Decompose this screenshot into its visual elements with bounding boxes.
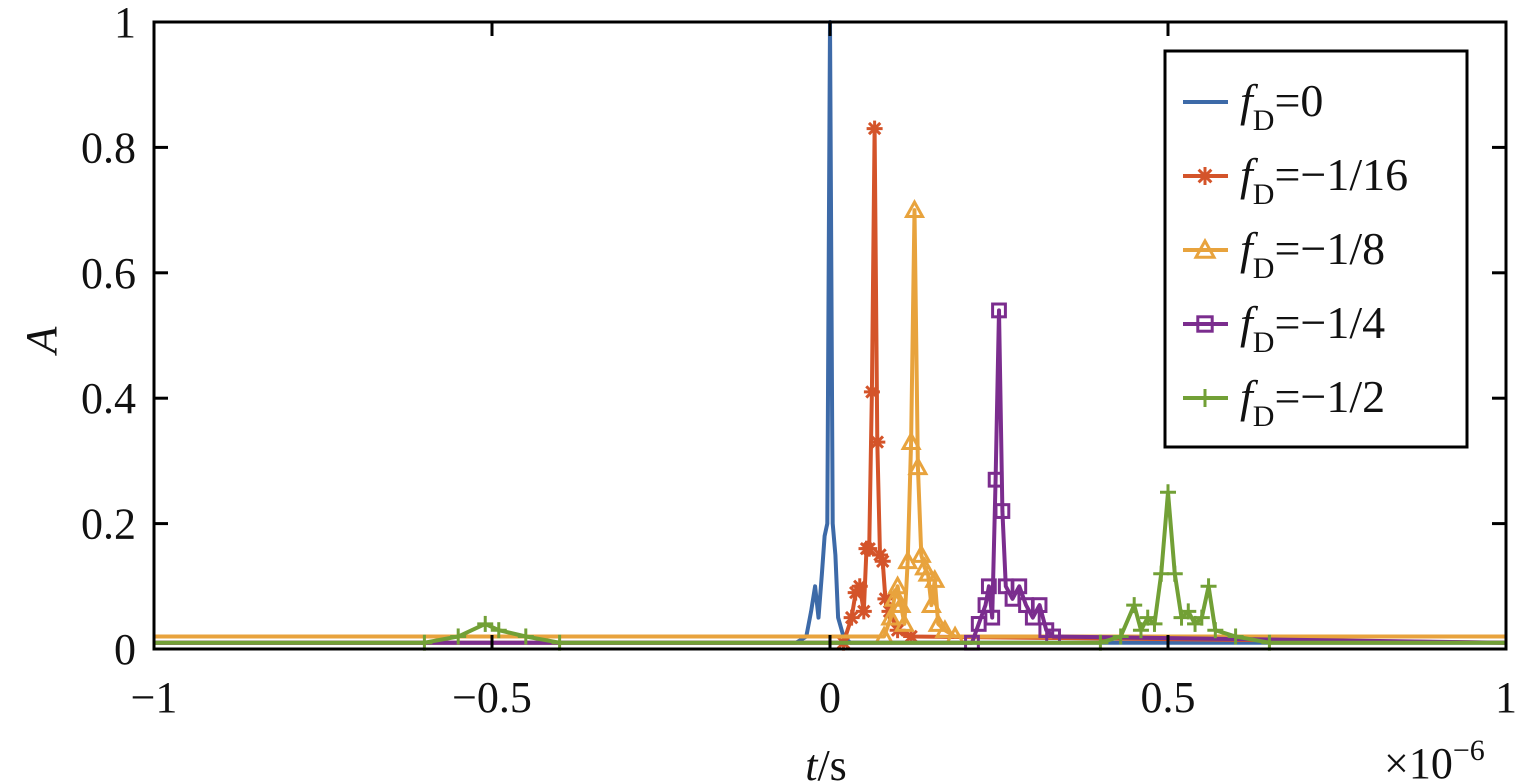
- data-point: [866, 120, 883, 137]
- data-point: [900, 431, 922, 450]
- data-point: [450, 628, 467, 645]
- x-tick-label: 0: [819, 673, 841, 722]
- x-multiplier: ×10−6: [1384, 734, 1485, 782]
- legend-marker: [1196, 315, 1214, 333]
- series-line: [154, 490, 1506, 645]
- data-point: [1207, 622, 1224, 639]
- series-3: [154, 199, 1506, 645]
- data-point: [1146, 615, 1163, 632]
- x-axis-label-var: t: [805, 741, 819, 782]
- legend-entry: fD=−1/8: [1183, 223, 1385, 285]
- legend-label: fD=−1/2: [1240, 371, 1385, 433]
- data-point: [984, 609, 1001, 626]
- data-point: [893, 612, 915, 632]
- data-point: [1180, 603, 1197, 620]
- legend-marker: [1196, 167, 1214, 185]
- data-point: [880, 606, 902, 626]
- x-multiplier-exp: −6: [1453, 734, 1485, 767]
- data-point: [897, 550, 919, 570]
- data-point: [907, 456, 929, 476]
- data-point: [874, 553, 891, 570]
- y-tick-label: 0.6: [81, 249, 136, 298]
- data-point: [1011, 578, 1028, 595]
- legend-marker: [1193, 237, 1217, 259]
- data-point: [1227, 628, 1244, 645]
- data-point: [887, 575, 909, 595]
- data-point: [890, 594, 912, 614]
- data-point: [917, 562, 939, 582]
- x-axis-label-unit: /s: [817, 741, 846, 782]
- legend-label: fD=−1/8: [1240, 223, 1385, 285]
- data-point: [910, 543, 932, 563]
- data-point: [924, 568, 946, 588]
- legend-entry: fD=−1/4: [1183, 297, 1385, 359]
- data-point: [1153, 565, 1170, 582]
- x-tick-label: −0.5: [452, 673, 532, 722]
- x-tick-label: 0.5: [1141, 673, 1196, 722]
- data-point: [1112, 628, 1129, 645]
- data-point: [1031, 597, 1048, 614]
- data-point: [987, 471, 1004, 488]
- series-line: [154, 308, 1507, 645]
- legend-label: fD=−1/4: [1240, 297, 1385, 359]
- data-point: [855, 603, 872, 620]
- data-point: [1126, 597, 1143, 614]
- data-point: [477, 615, 494, 632]
- data-point: [903, 199, 926, 218]
- series-4: [154, 302, 1507, 651]
- data-point: [517, 628, 534, 645]
- legend-entry: fD=−1/2: [1183, 371, 1385, 433]
- data-point: [1132, 622, 1149, 639]
- y-tick-label: 1: [114, 0, 136, 47]
- y-axis-label: A: [17, 325, 66, 356]
- y-tick-label: 0.2: [81, 500, 136, 549]
- series-line: [154, 20, 1506, 645]
- legend-marker: [1196, 389, 1214, 407]
- data-point: [934, 619, 956, 639]
- y-tick-label: 0.4: [81, 374, 136, 423]
- data-point: [843, 609, 860, 626]
- data-point: [1200, 578, 1217, 595]
- ticks-layer: −1 −0.5 0 0.5 1 0 0.2 0.4 0.6 0.8 1: [81, 0, 1517, 722]
- data-point: [994, 503, 1011, 519]
- data-point: [863, 383, 880, 400]
- series-1: [154, 20, 1506, 645]
- data-point: [980, 578, 997, 595]
- data-point: [883, 587, 905, 607]
- data-point: [1193, 609, 1210, 626]
- x-tick-label: 1: [1495, 673, 1517, 722]
- data-point: [490, 622, 507, 639]
- data-point: [851, 578, 868, 595]
- series-layer: [154, 20, 1507, 651]
- x-tick-label: −1: [131, 673, 178, 722]
- data-point: [861, 540, 878, 557]
- y-tick-label: 0: [114, 625, 136, 674]
- series-5: [154, 484, 1506, 651]
- x-multiplier-base: ×10: [1384, 739, 1453, 782]
- data-point: [1160, 484, 1176, 501]
- data-point: [1166, 565, 1183, 582]
- data-point: [991, 302, 1007, 319]
- data-point: [869, 434, 886, 451]
- x-axis-label: t/s: [805, 741, 847, 782]
- data-point: [927, 612, 949, 632]
- data-point: [920, 594, 942, 614]
- y-tick-label: 0.8: [81, 123, 136, 172]
